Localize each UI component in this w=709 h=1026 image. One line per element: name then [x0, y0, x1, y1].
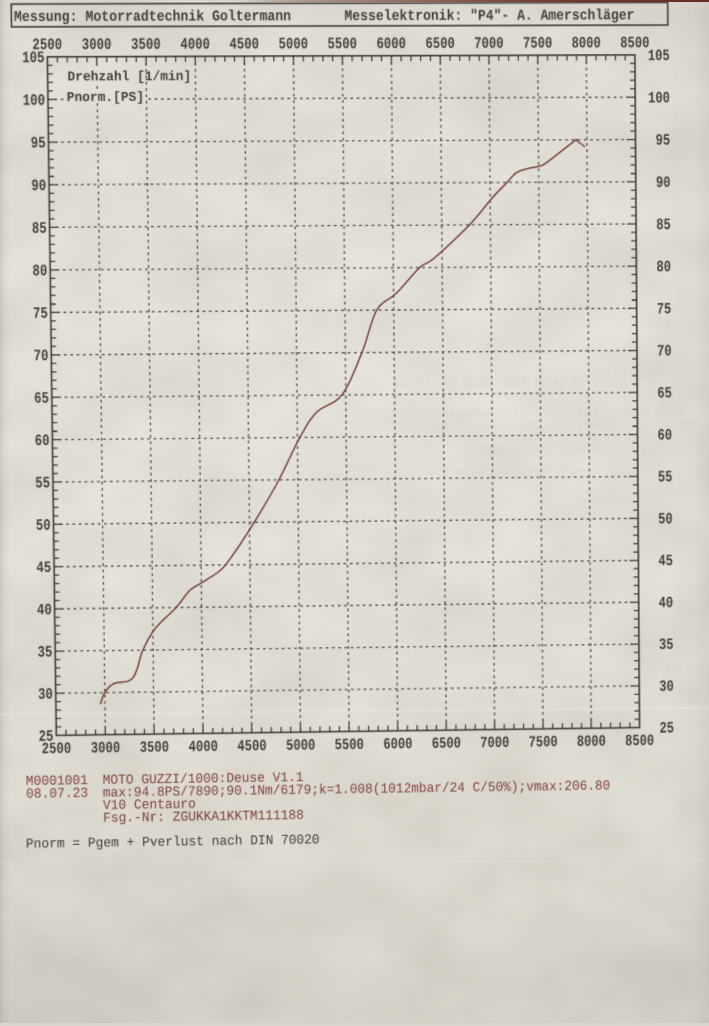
svg-text:8000: 8000 — [572, 35, 601, 53]
svg-text:MnoI9: MnoI9 — [669, 918, 704, 932]
svg-text:35: 35 — [37, 644, 52, 662]
svg-text:65: 65 — [34, 390, 49, 408]
svg-text:4000: 4000 — [180, 36, 210, 54]
svg-text:170d: 170d — [679, 40, 708, 54]
svg-text:30: 30 — [38, 686, 53, 704]
svg-text:Messelektronik: "P4"- A. Amers: Messelektronik: "P4"- A. Amerschläger — [344, 8, 634, 26]
svg-text:4500: 4500 — [229, 36, 259, 54]
svg-text:07: 07 — [659, 401, 673, 415]
svg-text:Drehzahl [1/min]: Drehzahl [1/min] — [67, 69, 191, 85]
svg-text:40: 40 — [37, 602, 52, 620]
svg-text:7500: 7500 — [529, 734, 558, 752]
svg-text:100: 100 — [23, 93, 46, 111]
svg-text:3500: 3500 — [131, 37, 161, 55]
svg-text:30: 30 — [659, 679, 674, 697]
svg-text:0a: 0a — [663, 485, 677, 499]
svg-text:65: 65 — [657, 385, 672, 403]
svg-text:55: 55 — [35, 475, 50, 493]
svg-text:8500: 8500 — [625, 733, 654, 751]
svg-text:85: 85 — [656, 217, 671, 235]
svg-text:80: 80 — [32, 263, 47, 281]
svg-text:60: 60 — [35, 433, 50, 451]
svg-text:85: 85 — [32, 221, 47, 239]
svg-text:45: 45 — [658, 553, 673, 571]
svg-text:70: 70 — [33, 348, 48, 366]
svg-text:4500: 4500 — [237, 738, 267, 756]
svg-text:95: 95 — [31, 135, 46, 153]
svg-text:5500: 5500 — [327, 36, 357, 54]
svg-text:5000: 5000 — [286, 737, 315, 755]
svg-text:7000: 7000 — [480, 735, 509, 753]
svg-text:8000: 8000 — [577, 734, 606, 752]
svg-text:3500: 3500 — [140, 739, 170, 757]
svg-text:6500: 6500 — [432, 735, 461, 753]
svg-text:7000: 7000 — [474, 35, 503, 53]
svg-text:50: 50 — [36, 517, 51, 535]
svg-text:35: 35 — [659, 637, 674, 655]
svg-text:5500: 5500 — [335, 737, 364, 755]
svg-text:Messung: Motorradtechnik Golte: Messung: Motorradtechnik Goltermann — [14, 9, 291, 27]
svg-text:Pnorm = Pgem + Pverlust nach D: Pnorm = Pgem + Pverlust nach DIN 70020 — [26, 833, 320, 853]
svg-text:5000: 5000 — [278, 36, 308, 54]
svg-text:6000: 6000 — [376, 36, 406, 54]
svg-text:25: 25 — [39, 729, 54, 747]
svg-text:100: 100 — [648, 90, 670, 108]
svg-text:80: 80 — [656, 259, 671, 277]
svg-text:60: 60 — [658, 427, 673, 445]
svg-text:6500: 6500 — [425, 36, 455, 54]
svg-text:45: 45 — [36, 560, 51, 578]
svg-text:7500: 7500 — [523, 35, 552, 53]
svg-text:8500: 8500 — [620, 35, 649, 53]
svg-text:3000: 3000 — [91, 740, 121, 758]
svg-text:08.07.23: 08.07.23 — [26, 787, 88, 803]
svg-text:95: 95 — [656, 132, 671, 150]
svg-text:75: 75 — [657, 301, 672, 319]
svg-text:70: 70 — [657, 343, 672, 361]
svg-text:25: 25 — [659, 720, 674, 738]
svg-text:105: 105 — [648, 48, 670, 66]
svg-text:0052 0003 0053 0004 0054 0005: 0052 0003 0053 0004 0054 0005 0055 000 — [356, 378, 627, 394]
svg-text:0d: 0d — [666, 663, 680, 677]
svg-text:Pnorm.[PS]: Pnorm.[PS] — [67, 90, 145, 106]
svg-text:-OR: -OR — [680, 98, 701, 112]
svg-text:6000: 6000 — [383, 736, 412, 754]
svg-text:90: 90 — [656, 175, 671, 193]
svg-text:90: 90 — [31, 178, 46, 196]
svg-text:75: 75 — [33, 306, 48, 324]
svg-text:50: 50 — [658, 511, 673, 529]
svg-text:Fsg.-Nr: ZGUKKA1KKTM111188: Fsg.-Nr: ZGUKKA1KKTM111188 — [103, 809, 304, 827]
svg-text:4000: 4000 — [188, 739, 218, 757]
svg-text:55: 55 — [658, 469, 673, 487]
svg-text:105: 105 — [22, 50, 45, 68]
svg-text:3000: 3000 — [82, 37, 112, 55]
svg-text:40: 40 — [659, 595, 674, 613]
svg-text:ldusA 100: ldusA 100 — [643, 7, 707, 21]
